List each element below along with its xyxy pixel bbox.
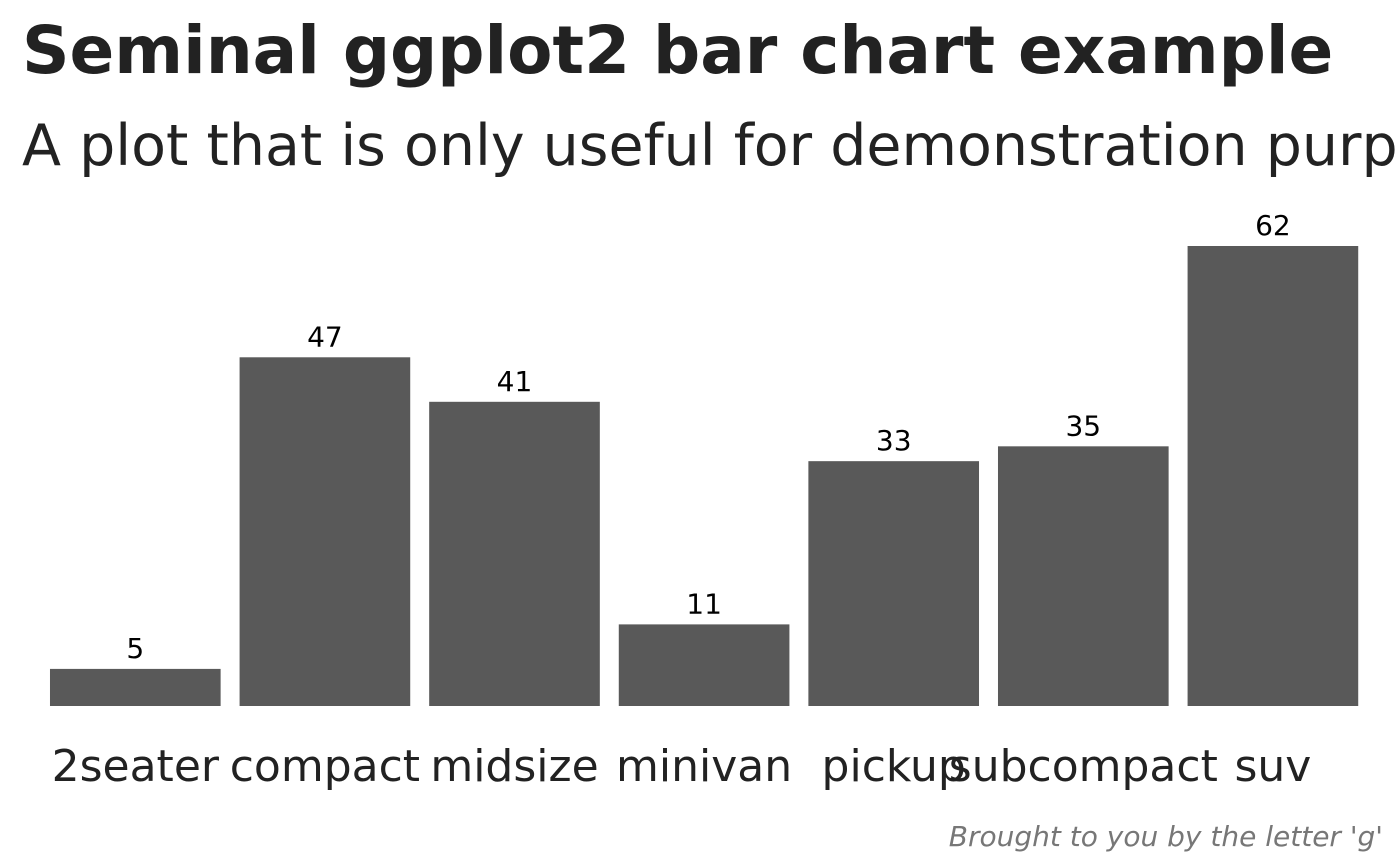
x-tick-label: minivan bbox=[616, 741, 792, 792]
caption: Brought to you by the letter 'g' bbox=[949, 820, 1383, 853]
x-tick-label: compact bbox=[230, 741, 420, 792]
x-tick-label: 2seater bbox=[52, 741, 220, 792]
value-label: 5 bbox=[126, 632, 144, 665]
bar bbox=[429, 401, 600, 706]
bar bbox=[49, 668, 221, 706]
bar bbox=[618, 624, 790, 706]
value-label: 41 bbox=[497, 365, 533, 398]
x-tick-label: pickup bbox=[822, 741, 966, 792]
chart-title: Seminal ggplot2 bar chart example bbox=[22, 12, 1333, 89]
value-label: 33 bbox=[876, 424, 912, 457]
bar bbox=[997, 446, 1169, 706]
bar bbox=[239, 357, 411, 706]
x-tick-label: subcompact bbox=[949, 741, 1218, 792]
x-tick-label: midsize bbox=[430, 741, 598, 792]
value-label: 11 bbox=[686, 587, 722, 620]
value-label: 47 bbox=[307, 320, 343, 353]
value-label: 35 bbox=[1065, 409, 1101, 442]
chart-subtitle: A plot that is only useful for demonstra… bbox=[22, 113, 1400, 179]
bar bbox=[808, 461, 980, 706]
bar bbox=[1187, 246, 1359, 706]
value-label: 62 bbox=[1255, 209, 1291, 242]
x-tick-label: suv bbox=[1234, 741, 1311, 792]
